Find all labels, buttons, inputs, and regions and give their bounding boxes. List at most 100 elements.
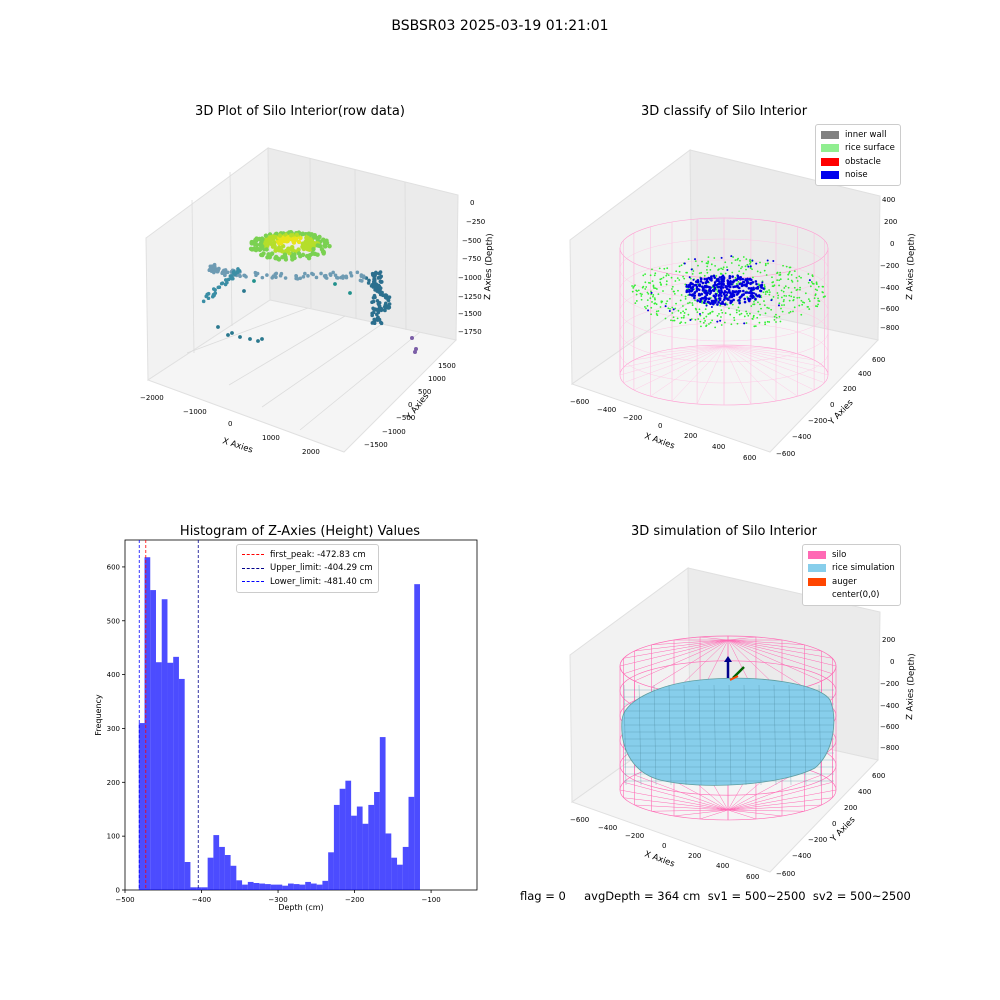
classify-point <box>762 287 765 290</box>
raw-point <box>294 232 300 238</box>
raw-xtick: 0 <box>228 420 232 428</box>
classify-ytick: 400 <box>858 370 871 378</box>
rice-mesh-line <box>668 684 672 786</box>
raw-point <box>379 321 384 326</box>
classify-point <box>744 291 748 294</box>
classify-point <box>674 307 677 310</box>
classify-point <box>742 281 746 284</box>
classify-point <box>664 317 667 320</box>
classify-point <box>651 301 653 303</box>
histogram-ytick-label: 100 <box>107 833 120 841</box>
classify-point <box>703 301 706 304</box>
classify-point <box>789 310 792 313</box>
rice-mesh-line <box>758 684 762 786</box>
raw-point <box>384 296 389 300</box>
raw-point <box>206 296 211 301</box>
classify-point <box>766 290 768 293</box>
raw-point <box>282 252 288 257</box>
classify-point <box>761 281 764 284</box>
classify-xtick: −200 <box>623 414 642 422</box>
classify-point <box>682 310 685 313</box>
simulation-xtick: −200 <box>625 832 644 840</box>
legend-entry: Upper_limit: -404.29 cm <box>242 562 373 576</box>
classify-point <box>752 303 755 306</box>
classify-point <box>817 297 819 300</box>
classify-point <box>704 320 706 322</box>
classify-point <box>713 281 717 284</box>
silo-floor-line <box>699 809 729 820</box>
raw-point <box>298 254 303 259</box>
classify-point <box>674 280 677 282</box>
classify-point <box>752 276 754 279</box>
classify-point <box>800 299 803 302</box>
classify-ytick: 200 <box>843 385 856 393</box>
classify-point <box>782 300 785 303</box>
silo-floor-line <box>727 797 833 811</box>
histogram-bar <box>414 584 420 890</box>
classify-point <box>696 311 699 314</box>
classify-point <box>720 267 723 270</box>
classify-point <box>676 317 679 320</box>
classify-point <box>775 313 777 316</box>
raw-point <box>304 253 310 259</box>
classify-point <box>788 299 791 302</box>
classify-point <box>728 285 732 289</box>
classify-wire-ring <box>619 259 829 321</box>
rice-mesh-line <box>803 684 807 786</box>
classify-point <box>763 284 766 286</box>
classify-point <box>645 307 647 310</box>
classify-point <box>657 293 660 296</box>
classify-point <box>708 288 711 291</box>
classify-point <box>715 288 718 291</box>
legend-entry: inner wall <box>821 128 895 142</box>
classify-wire-line <box>696 345 725 405</box>
classify-point <box>752 316 755 318</box>
classify-ticks: −600 −400 −200 0 200 400 600 600 400 200… <box>570 196 899 462</box>
classify-point <box>700 271 703 274</box>
raw-point <box>374 283 379 288</box>
status-footer: flag = 0 avgDepth = 364 cm sv1 = 500~250… <box>520 889 911 903</box>
histogram-bar <box>374 792 380 890</box>
raw-point <box>387 302 392 306</box>
histogram-bar <box>299 884 306 890</box>
classify-point <box>787 286 790 289</box>
classify-wire-line <box>723 345 752 405</box>
classify-point <box>711 319 714 322</box>
classify-point <box>698 313 701 316</box>
legend-swatch <box>821 171 839 180</box>
raw-point <box>254 273 258 278</box>
classify-point <box>725 297 729 300</box>
classify-point <box>680 264 683 267</box>
classify-point <box>747 287 751 290</box>
classify-ytick: 600 <box>872 356 885 364</box>
classify-point <box>647 309 650 312</box>
classify-wire-line <box>671 345 725 402</box>
legend-label: obstacle <box>845 156 881 167</box>
classify-point <box>751 268 753 271</box>
classify-point <box>689 289 693 293</box>
classify-point <box>712 284 716 288</box>
classify-point <box>738 270 741 273</box>
raw-point <box>410 336 414 340</box>
classify-point <box>776 279 779 282</box>
classify-point <box>726 266 728 269</box>
histogram-bar <box>265 884 271 890</box>
raw-point <box>315 252 320 257</box>
histogram-bar <box>397 864 403 890</box>
raw-point <box>274 271 279 276</box>
classify-point <box>708 293 711 296</box>
classify-point <box>743 322 746 325</box>
classify-point <box>756 287 760 290</box>
legend-entry: auger <box>808 575 895 589</box>
raw-point <box>267 237 273 242</box>
classify-point <box>710 275 713 278</box>
classify-point <box>808 308 811 310</box>
classify-point <box>742 272 745 275</box>
raw-ztick: 0 <box>470 199 474 207</box>
classify-point <box>737 290 740 293</box>
raw-point <box>277 233 283 238</box>
classify-wire-ring <box>619 301 829 363</box>
classify-point <box>726 282 730 285</box>
classify-point <box>742 256 745 258</box>
classify-point <box>759 271 762 274</box>
